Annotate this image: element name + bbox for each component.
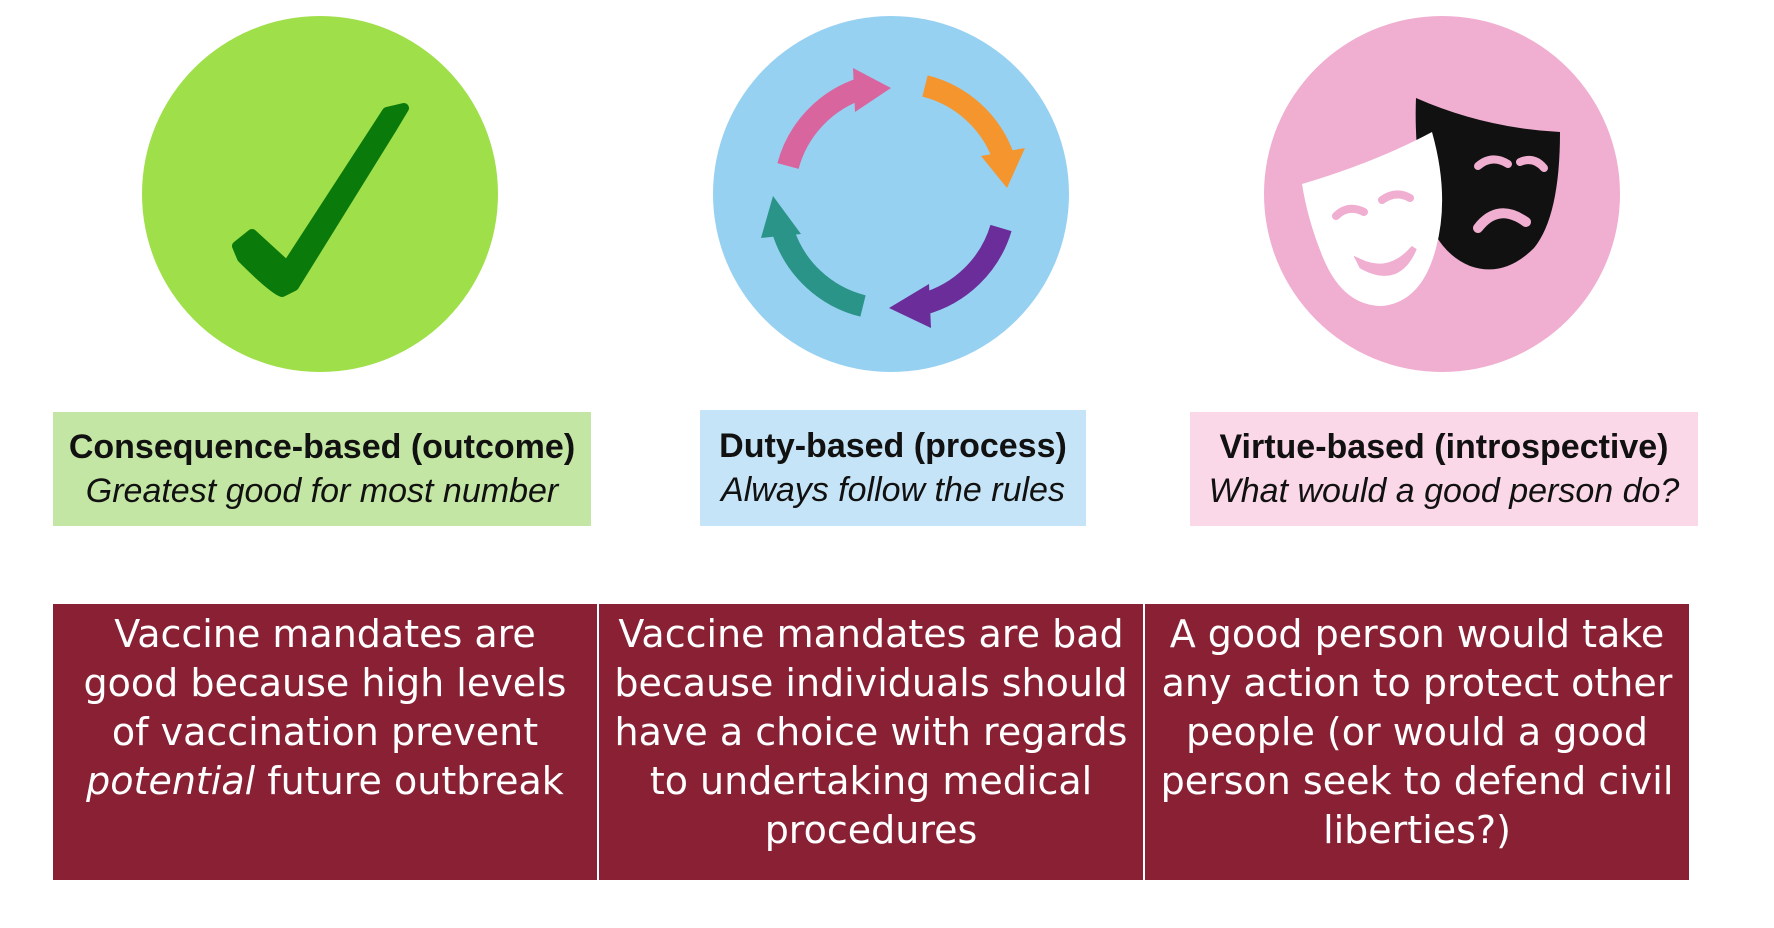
consequence-argument-cell: Vaccine mandates are good because high l…	[53, 604, 597, 880]
duty-argument-text: Vaccine mandates are bad because individ…	[614, 612, 1128, 852]
virtue-label-box: Virtue-based (introspective) What would …	[1190, 412, 1698, 526]
virtue-argument-cell: A good person would take any action to p…	[1143, 604, 1689, 880]
duty-title: Duty-based (process)	[719, 427, 1067, 465]
cycle-arrows-icon	[713, 16, 1069, 372]
duty-icon-circle	[713, 16, 1069, 372]
virtue-subtitle: What would a good person do?	[1208, 472, 1680, 510]
duty-argument-cell: Vaccine mandates are bad because individ…	[597, 604, 1143, 880]
consequence-argument-text-1: Vaccine mandates are good because high l…	[83, 612, 567, 754]
virtue-title: Virtue-based (introspective)	[1219, 428, 1669, 466]
consequence-subtitle: Greatest good for most number	[85, 472, 559, 510]
virtue-argument-text: A good person would take any action to p…	[1160, 612, 1674, 852]
duty-label-box: Duty-based (process) Always follow the r…	[700, 410, 1086, 526]
checkmark-icon	[232, 103, 409, 297]
virtue-icon-circle	[1264, 16, 1620, 372]
consequence-label-box: Consequence-based (outcome) Greatest goo…	[53, 412, 591, 526]
consequence-argument-text-2: future outbreak	[255, 759, 564, 803]
theater-masks-icon	[1264, 16, 1620, 372]
consequence-title: Consequence-based (outcome)	[68, 428, 576, 466]
consequence-argument-emphasis: potential	[86, 759, 256, 803]
consequence-icon-circle	[142, 16, 498, 372]
duty-subtitle: Always follow the rules	[721, 471, 1065, 509]
arguments-table: Vaccine mandates are good because high l…	[53, 604, 1689, 880]
